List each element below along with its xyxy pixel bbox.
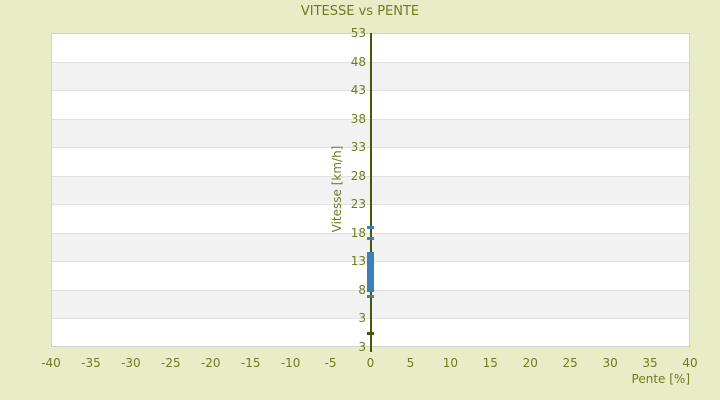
x-tick-label: -15 [240,356,261,370]
x-tick-label: 0 [366,356,375,370]
data-point [367,282,374,286]
chart-title: VITESSE vs PENTE [300,4,420,19]
x-tick-label: 5 [406,356,415,370]
y-tick-label: 48 [350,54,366,69]
data-point [367,259,374,263]
data-point [367,266,374,270]
data-point [367,270,374,274]
x-axis-title: Pente [%] [631,372,690,386]
data-point [367,271,374,275]
x-tick-label: 30 [602,356,618,370]
data-point [367,294,374,298]
data-point [367,276,374,280]
data-point [367,254,374,258]
data-point [367,258,374,262]
y-tick-label: 13 [350,254,366,269]
data-point [367,331,374,335]
x-tick-label: 40 [682,356,698,370]
x-tick-label: -25 [161,356,181,370]
data-point [367,225,374,229]
x-tick-label: -30 [121,356,141,370]
data-point [367,237,374,241]
data-point [367,288,374,292]
x-tick-label: 25 [562,356,578,370]
y-tick-label: 43 [350,83,366,98]
data-point [367,280,374,284]
data-point [367,278,374,282]
y-tick-label: 33 [350,140,366,155]
data-point [367,261,374,265]
data-point [367,273,374,277]
y-tick-label: 38 [350,111,366,126]
data-point [367,265,374,268]
y-tick-label: 3 [358,340,366,354]
y-tick-label: 28 [350,168,366,183]
x-tick-label: -20 [200,356,221,370]
data-point [367,275,374,279]
y-axis-line [369,33,372,352]
y-tick-label: 53 [350,26,366,40]
x-tick-label: -40 [41,356,61,370]
x-tick-label: 20 [522,356,538,370]
y-axis-title: Vitesse [km/h] [330,145,344,233]
data-point [367,283,374,287]
x-tick-label: 35 [642,356,658,370]
y-tick-label: 3 [358,311,366,326]
data-point [367,285,374,289]
y-tick-label: 8 [358,282,366,297]
y-tick-label: 18 [350,225,366,240]
x-tick-label: 15 [482,356,498,370]
data-point [367,263,374,267]
x-tick-label: 10 [442,356,459,370]
y-tick-label: 23 [350,197,366,212]
data-point [367,252,374,256]
x-tick-label: -35 [81,356,101,370]
data-point [367,268,374,272]
x-tick-label: -10 [280,356,301,370]
x-tick-label: -5 [324,356,337,370]
